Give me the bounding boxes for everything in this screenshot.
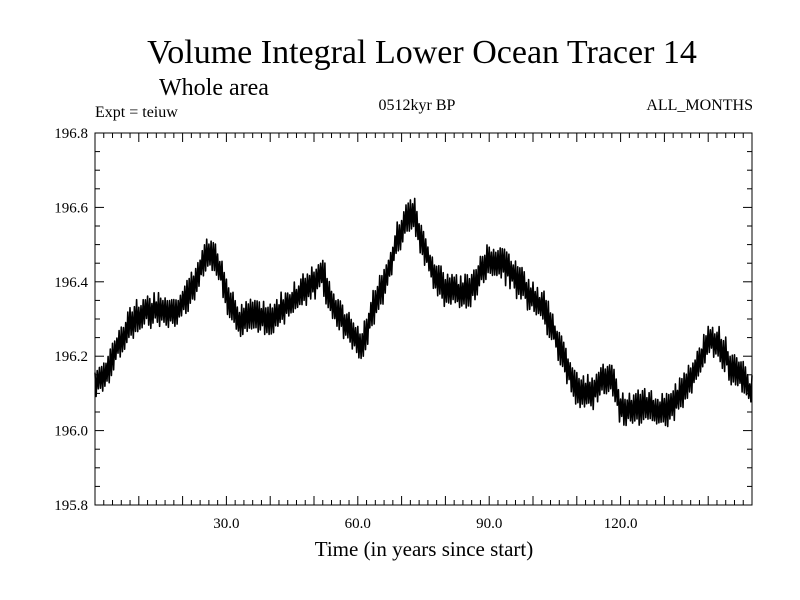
chart-subtitle: Whole area xyxy=(159,75,269,101)
expt-annotation: Expt = teiuw xyxy=(95,104,178,121)
plot-frame xyxy=(94,132,753,506)
y-tick-labels: 195.8 196.0 196.2 196.4 196.6 196.8 xyxy=(54,126,88,514)
x-tick-label: 30.0 xyxy=(213,516,239,532)
series-line-tracer-14 xyxy=(94,197,753,428)
y-tick-label: 196.8 xyxy=(54,126,88,142)
x-tick-label: 120.0 xyxy=(604,516,638,532)
x-tick-labels: 30.0 60.0 90.0 120.0 xyxy=(213,516,637,532)
months-annotation: ALL_MONTHS xyxy=(646,97,753,114)
y-tick-label: 196.0 xyxy=(54,424,88,440)
chart-title: Volume Integral Lower Ocean Tracer 14 xyxy=(147,34,697,71)
x-tick-label: 60.0 xyxy=(345,516,371,532)
y-tick-label: 196.2 xyxy=(54,349,88,365)
x-axis-label: Time (in years since start) xyxy=(315,537,534,561)
y-tick-label: 195.8 xyxy=(54,498,88,514)
axis-ticks xyxy=(94,132,753,506)
period-annotation: 0512kyr BP xyxy=(379,97,456,114)
y-tick-label: 196.6 xyxy=(54,200,88,216)
y-tick-label: 196.4 xyxy=(54,275,88,291)
x-tick-label: 90.0 xyxy=(476,516,502,532)
